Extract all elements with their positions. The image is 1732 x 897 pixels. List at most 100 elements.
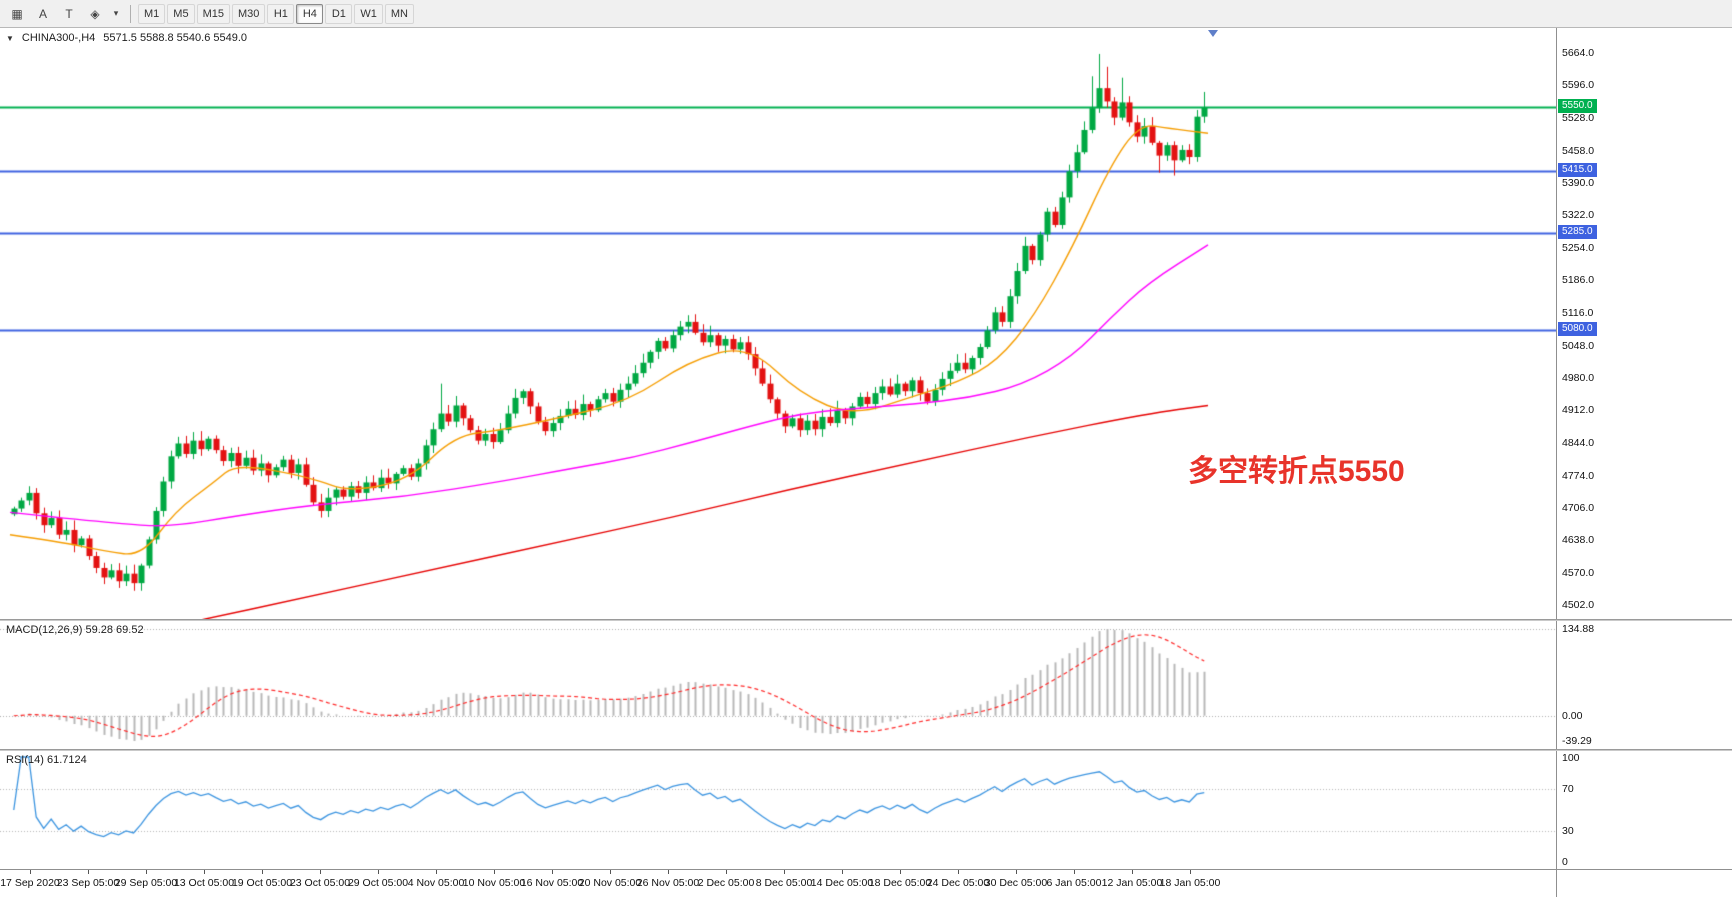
rsi-axis-label: 30 xyxy=(1562,825,1574,838)
time-axis-tick xyxy=(1074,870,1075,874)
axis-separator xyxy=(1556,870,1557,897)
price-axis[interactable]: 5664.0 5596.0 5528.0 5458.0 5390.0 5322.0 5254… xyxy=(1556,28,1732,619)
rsi-axis-label: 70 xyxy=(1562,782,1574,795)
toolbar-separator xyxy=(130,4,131,23)
price-axis-label: 4912.0 xyxy=(1562,404,1595,417)
time-axis-label: 16 Nov 05:00 xyxy=(520,877,584,889)
text-label-button[interactable]: T xyxy=(57,3,81,24)
timeframes-group: M1 M5 M15 M30 H1 H4 D1 W1 MN xyxy=(137,3,415,24)
time-axis-tick xyxy=(204,870,205,874)
time-axis-label: 23 Oct 05:00 xyxy=(289,877,351,889)
shapes-button[interactable]: ◈ xyxy=(83,3,107,24)
timeframe-button-h1[interactable]: H1 xyxy=(267,3,295,24)
price-axis-label: 4638.0 xyxy=(1562,534,1595,547)
macd-label: MACD(12,26,9) 59.28 69.52 xyxy=(6,624,144,636)
time-axis-tick xyxy=(88,870,89,874)
time-axis-tick xyxy=(842,870,843,874)
price-level-badge: 5080.0 xyxy=(1558,322,1597,337)
tools-dropdown-arrow[interactable]: ▾ xyxy=(109,3,123,24)
time-axis-label: 4 Nov 05:00 xyxy=(407,877,465,889)
macd-axis[interactable]: 134.88 0.00 -39.29 xyxy=(1556,621,1732,749)
macd-canvas[interactable] xyxy=(0,621,1556,749)
time-axis-tick xyxy=(958,870,959,874)
top-toolbar: ▦ A T ◈ ▾ M1 M5 M15 M30 H1 H4 D1 W1 MN xyxy=(0,0,1732,28)
time-axis-tick xyxy=(30,870,31,874)
time-axis-tick xyxy=(900,870,901,874)
price-level-badge: 5550.0 xyxy=(1558,99,1597,114)
time-axis-label: 30 Dec 05:00 xyxy=(984,877,1048,889)
time-axis[interactable]: 17 Sep 2020 23 Sep 05:00 29 Sep 05:00 13 Oc… xyxy=(0,869,1732,897)
macd-panel: MACD(12,26,9) 59.28 69.52 134.88 0.00 -39.… xyxy=(0,621,1732,749)
time-axis-label: 10 Nov 05:00 xyxy=(462,877,526,889)
timeframe-button-m15[interactable]: M15 xyxy=(196,3,230,24)
timeframe-button-m1[interactable]: M1 xyxy=(138,3,166,24)
price-axis-label: 4844.0 xyxy=(1562,436,1595,449)
time-axis-tick xyxy=(378,870,379,874)
main-chart-panel: ▼ CHINA300-,H4 5571.5 5588.8 5540.6 5549… xyxy=(0,28,1732,619)
price-axis-label: 4570.0 xyxy=(1562,566,1595,579)
time-axis-label: 12 Jan 05:00 xyxy=(1101,877,1163,889)
price-axis-label: 5528.0 xyxy=(1562,111,1595,124)
ohlc-values: 5571.5 5588.8 5540.6 5549.0 xyxy=(103,32,248,44)
time-axis-label: 29 Sep 05:00 xyxy=(114,877,178,889)
price-axis-label: 5186.0 xyxy=(1562,274,1595,287)
timeframe-button-m5[interactable]: M5 xyxy=(167,3,195,24)
timeframe-button-mn[interactable]: MN xyxy=(384,3,414,24)
price-axis-label: 5390.0 xyxy=(1562,177,1595,190)
macd-axis-label: 0.00 xyxy=(1562,709,1583,722)
price-axis-label: 4774.0 xyxy=(1562,469,1595,482)
time-axis-tick xyxy=(146,870,147,874)
symbol-dropdown-icon[interactable]: ▼ xyxy=(6,33,14,43)
time-axis-tick xyxy=(494,870,495,874)
time-axis-tick xyxy=(552,870,553,874)
price-axis-label: 5664.0 xyxy=(1562,47,1595,59)
chart-shift-marker-icon[interactable] xyxy=(1208,30,1218,37)
time-axis-tick xyxy=(1132,870,1133,874)
chart-window-button[interactable]: ▦ xyxy=(5,3,29,24)
rsi-axis[interactable]: 100 70 30 0 xyxy=(1556,751,1732,869)
panel-splitter[interactable] xyxy=(0,749,1732,751)
time-axis-tick xyxy=(1016,870,1017,874)
time-axis-tick xyxy=(320,870,321,874)
time-axis-label: 19 Oct 05:00 xyxy=(231,877,293,889)
timeframe-button-d1[interactable]: D1 xyxy=(325,3,353,24)
time-axis-label: 18 Dec 05:00 xyxy=(868,877,932,889)
time-axis-tick xyxy=(784,870,785,874)
price-axis-label: 5254.0 xyxy=(1562,241,1595,254)
time-axis-label: 29 Oct 05:00 xyxy=(347,877,409,889)
time-axis-label: 17 Sep 2020 xyxy=(0,877,60,889)
price-level-badge: 5285.0 xyxy=(1558,225,1597,240)
chart-workspace: ▼ CHINA300-,H4 5571.5 5588.8 5540.6 5549… xyxy=(0,28,1732,897)
price-axis-label: 5322.0 xyxy=(1562,209,1595,222)
rsi-axis-label: 0 xyxy=(1562,856,1568,868)
rsi-label: RSI(14) 61.7124 xyxy=(6,754,87,766)
drawing-tools-group: ▦ A T ◈ ▾ xyxy=(4,3,124,24)
timeframe-button-w1[interactable]: W1 xyxy=(354,3,383,24)
timeframe-button-h4[interactable]: H4 xyxy=(296,3,324,24)
macd-axis-label: 134.88 xyxy=(1562,623,1595,635)
time-axis-tick xyxy=(436,870,437,874)
time-axis-label: 23 Sep 05:00 xyxy=(56,877,120,889)
macd-axis-label: -39.29 xyxy=(1562,735,1592,747)
symbol-timeframe-label: CHINA300-,H4 xyxy=(21,32,96,44)
time-axis-label: 13 Oct 05:00 xyxy=(173,877,235,889)
rsi-axis-label: 100 xyxy=(1562,752,1580,764)
timeframe-button-m30[interactable]: M30 xyxy=(231,3,266,24)
time-axis-label: 26 Nov 05:00 xyxy=(636,877,700,889)
time-axis-tick xyxy=(726,870,727,874)
time-axis-label: 8 Dec 05:00 xyxy=(755,877,813,889)
time-axis-tick xyxy=(668,870,669,874)
panel-splitter[interactable] xyxy=(0,619,1732,621)
main-chart-canvas[interactable] xyxy=(0,28,1556,619)
price-axis-label: 5048.0 xyxy=(1562,339,1595,352)
time-axis-label: 6 Jan 05:00 xyxy=(1046,877,1102,889)
annotate-text-button[interactable]: A xyxy=(31,3,55,24)
time-axis-label: 14 Dec 05:00 xyxy=(810,877,874,889)
price-axis-label: 4502.0 xyxy=(1562,599,1595,611)
rsi-panel: RSI(14) 61.7124 100 70 30 0 xyxy=(0,751,1732,869)
rsi-canvas[interactable] xyxy=(0,751,1556,869)
price-axis-label: 5596.0 xyxy=(1562,79,1595,92)
time-axis-tick xyxy=(1190,870,1191,874)
price-axis-label: 5458.0 xyxy=(1562,144,1595,157)
price-axis-label: 5116.0 xyxy=(1562,307,1594,320)
